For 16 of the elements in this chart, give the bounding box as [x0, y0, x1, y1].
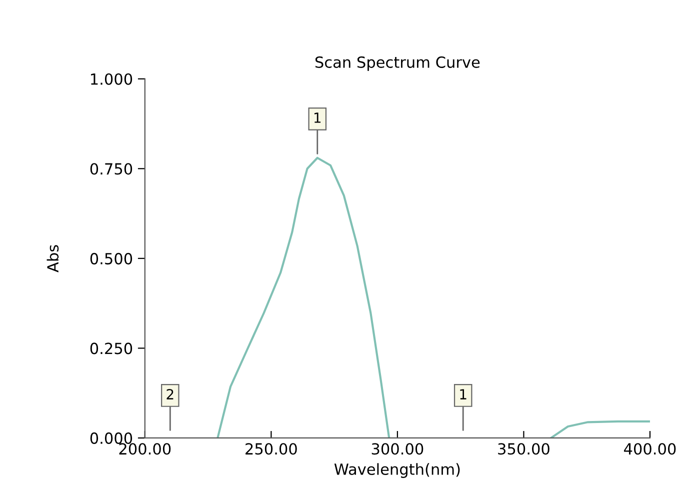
- x-tick-label: 400.00: [624, 443, 676, 455]
- annotation: 2: [166, 389, 174, 400]
- x-tick-label: 300.00: [372, 443, 424, 455]
- annotation: 1: [460, 389, 466, 400]
- y-tick-label: 0.250: [90, 342, 132, 354]
- y-tick-label: 1.000: [91, 73, 132, 85]
- y-tick-label: 0.000: [90, 432, 132, 444]
- annotation: 1: [314, 112, 321, 123]
- y-tick-label: 0.750: [90, 163, 132, 175]
- chart-title: Scan Spectrum Curve: [315, 56, 480, 71]
- y-axis-title: Abs: [46, 245, 59, 272]
- y-tick-label: 0.500: [90, 252, 132, 264]
- x-tick-label: 250.00: [246, 443, 297, 455]
- x-axis-title: Wavelength(nm): [334, 463, 460, 478]
- x-tick-label: 200.00: [119, 443, 171, 455]
- x-tick-label: 350.00: [498, 443, 550, 455]
